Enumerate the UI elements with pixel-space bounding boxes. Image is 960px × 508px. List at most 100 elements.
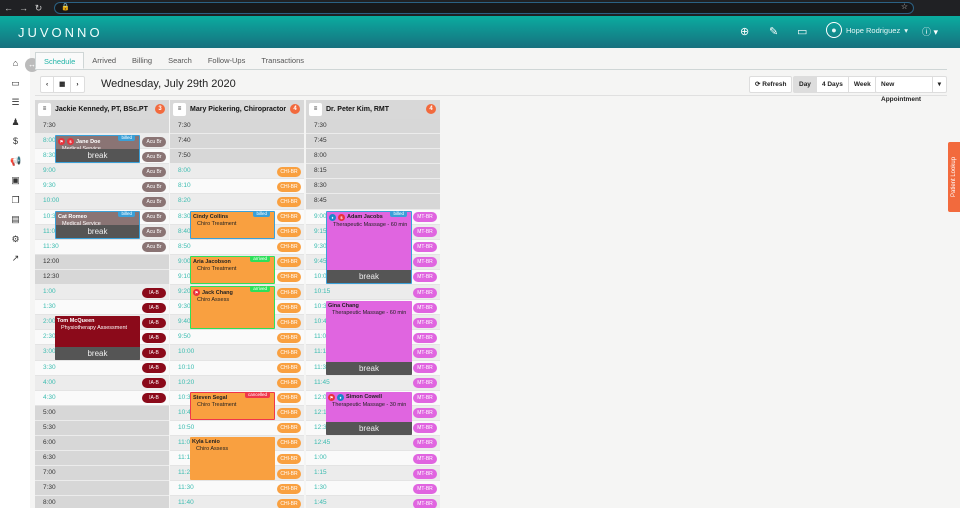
booking-rule-badge[interactable]: Acu Br bbox=[142, 212, 166, 223]
time-slot[interactable]: 4:30 IA-B bbox=[35, 390, 169, 406]
document-icon[interactable]: ▤ bbox=[11, 214, 20, 224]
copy-icon[interactable]: ❐ bbox=[11, 194, 20, 205]
time-slot[interactable]: 8:00 CHI-BR bbox=[170, 164, 304, 180]
tab-transactions[interactable]: Transactions bbox=[261, 56, 304, 65]
time-slot[interactable]: 4:00 IA-B bbox=[35, 375, 169, 391]
time-slot[interactable]: 1:30 MT-BR bbox=[306, 481, 440, 497]
time-slot[interactable]: 8:50 CHI-BR bbox=[170, 239, 304, 255]
provider-menu-icon[interactable]: ≡ bbox=[38, 103, 51, 116]
booking-rule-badge[interactable]: Acu Br bbox=[142, 242, 166, 253]
time-slot[interactable]: 1:00 MT-BR bbox=[306, 451, 440, 467]
appointment-card[interactable]: Steven Segal Chiro Treatment cancelled bbox=[190, 391, 275, 420]
booking-rule-badge[interactable]: MT-BR bbox=[413, 378, 437, 389]
booking-rule-badge[interactable]: MT-BR bbox=[413, 498, 437, 508]
booking-rule-badge[interactable]: CHI-BR bbox=[277, 363, 301, 373]
booking-rule-badge[interactable]: MT-BR bbox=[413, 332, 437, 343]
refresh-button[interactable]: ⟳ Refresh bbox=[755, 81, 787, 88]
time-slot[interactable]: 1:45 MT-BR bbox=[306, 496, 440, 508]
time-slot[interactable]: 9:50 CHI-BR bbox=[170, 330, 304, 346]
time-slot[interactable]: 9:00 Acu Br bbox=[35, 164, 169, 180]
booking-rule-badge[interactable]: CHI-BR bbox=[277, 423, 301, 434]
forward-icon[interactable]: → bbox=[19, 3, 28, 13]
appointment-card[interactable]: Aria Jacobson Chiro Treatment arrived bbox=[190, 255, 275, 285]
view-day-button[interactable]: Day bbox=[794, 77, 817, 92]
booking-rule-badge[interactable]: MT-BR bbox=[413, 272, 437, 283]
booking-rule-badge[interactable]: CHI-BR bbox=[277, 498, 301, 508]
prev-day-button[interactable]: ‹ bbox=[41, 77, 55, 92]
booking-rule-badge[interactable]: CHI-BR bbox=[277, 408, 301, 419]
appointment-card[interactable]: Cat Romeo Medical Service break billed bbox=[55, 210, 140, 239]
booking-rule-badge[interactable]: IA-B bbox=[142, 317, 166, 328]
booking-rule-badge[interactable]: CHI-BR bbox=[277, 227, 301, 238]
home-icon[interactable]: ⌂ bbox=[12, 58, 19, 68]
booking-rule-badge[interactable]: MT-BR bbox=[413, 438, 437, 449]
appointment-card[interactable]: ⚑ Jack Chang Chiro Assess arrived bbox=[190, 286, 275, 330]
booking-rule-badge[interactable]: CHI-BR bbox=[277, 317, 301, 328]
tab-schedule[interactable]: Schedule bbox=[35, 52, 85, 69]
booking-rule-badge[interactable]: MT-BR bbox=[413, 453, 437, 464]
booking-rule-badge[interactable]: CHI-BR bbox=[277, 242, 301, 253]
booking-rule-badge[interactable]: CHI-BR bbox=[277, 393, 301, 404]
booking-rule-badge[interactable]: MT-BR bbox=[413, 317, 437, 328]
time-slot[interactable]: 8:10 CHI-BR bbox=[170, 179, 304, 195]
booking-rule-badge[interactable]: Acu Br bbox=[142, 181, 166, 192]
booking-rule-badge[interactable]: IA-B bbox=[142, 302, 166, 313]
booking-rule-badge[interactable]: MT-BR bbox=[413, 347, 437, 358]
booking-rule-badge[interactable]: MT-BR bbox=[413, 423, 437, 434]
time-slot[interactable]: 11:30 Acu Br bbox=[35, 239, 169, 255]
booking-rule-badge[interactable]: MT-BR bbox=[413, 242, 437, 253]
dollar-icon[interactable]: $ bbox=[12, 136, 18, 146]
new-appointment-dropdown[interactable]: ▾ bbox=[937, 81, 941, 88]
appointment-card[interactable]: Kyla Lenio Chiro Assess bbox=[190, 437, 275, 481]
tab-follow-ups[interactable]: Follow-Ups bbox=[207, 56, 246, 65]
reload-icon[interactable]: ↻ bbox=[34, 2, 43, 13]
booking-rule-badge[interactable]: MT-BR bbox=[413, 363, 437, 373]
time-slot[interactable]: 1:30 IA-B bbox=[35, 300, 169, 316]
pencil-icon[interactable]: ✎ bbox=[769, 26, 779, 38]
appointment-card[interactable]: ♦ $ Adam Jacobs Therapeutic Massage - 60 mi… bbox=[326, 210, 412, 285]
booking-rule-badge[interactable]: CHI-BR bbox=[277, 166, 301, 177]
back-icon[interactable]: ← bbox=[4, 3, 13, 13]
booking-rule-badge[interactable]: MT-BR bbox=[413, 257, 437, 268]
plus-circle-icon[interactable]: ⊕ bbox=[740, 26, 750, 38]
chat-icon[interactable]: ▭ bbox=[797, 26, 808, 38]
booking-rule-badge[interactable]: CHI-BR bbox=[277, 257, 301, 268]
booking-rule-badge[interactable]: CHI-BR bbox=[277, 332, 301, 343]
booking-rule-badge[interactable]: CHI-BR bbox=[277, 347, 301, 358]
provider-menu-icon[interactable]: ≡ bbox=[309, 103, 322, 116]
booking-rule-badge[interactable]: MT-BR bbox=[413, 212, 437, 223]
booking-rule-badge[interactable]: MT-BR bbox=[413, 408, 437, 419]
booking-rule-badge[interactable]: CHI-BR bbox=[277, 181, 301, 192]
booking-rule-badge[interactable]: IA-B bbox=[142, 332, 166, 343]
booking-rule-badge[interactable]: CHI-BR bbox=[277, 287, 301, 298]
new-appointment-button[interactable]: New Appointment bbox=[876, 77, 933, 103]
time-slot[interactable]: 10:15 MT-BR bbox=[306, 285, 440, 301]
booking-rule-badge[interactable]: CHI-BR bbox=[277, 272, 301, 283]
time-slot[interactable]: 11:45 MT-BR bbox=[306, 375, 440, 391]
appointment-card[interactable]: ⚑ ♦ Simon Cowell Therapeutic Massage - 30 m… bbox=[326, 391, 412, 436]
monitor-icon[interactable]: ▭ bbox=[11, 77, 20, 88]
booking-rule-badge[interactable]: CHI-BR bbox=[277, 378, 301, 389]
time-slot[interactable]: 11:30 CHI-BR bbox=[170, 481, 304, 497]
booking-rule-badge[interactable]: MT-BR bbox=[413, 483, 437, 494]
booking-rule-badge[interactable]: MT-BR bbox=[413, 393, 437, 404]
time-slot[interactable]: 10:50 CHI-BR bbox=[170, 420, 304, 436]
booking-rule-badge[interactable]: MT-BR bbox=[413, 227, 437, 238]
gear-icon[interactable]: ⚙ bbox=[11, 233, 20, 244]
time-slot[interactable]: 1:00 IA-B bbox=[35, 285, 169, 301]
time-slot[interactable]: 10:00 CHI-BR bbox=[170, 345, 304, 361]
provider-menu-icon[interactable]: ≡ bbox=[173, 103, 186, 116]
next-day-button[interactable]: › bbox=[76, 81, 79, 88]
booking-rule-badge[interactable]: CHI-BR bbox=[277, 453, 301, 464]
booking-rule-badge[interactable]: MT-BR bbox=[413, 287, 437, 298]
users-icon[interactable]: ♟ bbox=[11, 116, 20, 127]
booking-rule-badge[interactable]: IA-B bbox=[142, 393, 166, 404]
calendar-icon[interactable]: ▦ bbox=[54, 77, 72, 92]
megaphone-icon[interactable]: 📢 bbox=[10, 155, 22, 166]
tab-billing[interactable]: Billing bbox=[132, 56, 153, 65]
appointment-card[interactable]: Tom McQueen Physiotherapy Assessment break bbox=[55, 316, 140, 360]
booking-rule-badge[interactable]: Acu Br bbox=[142, 166, 166, 177]
address-bar[interactable]: 🔒 bbox=[54, 2, 914, 14]
contact-icon[interactable]: ▣ bbox=[11, 175, 20, 185]
